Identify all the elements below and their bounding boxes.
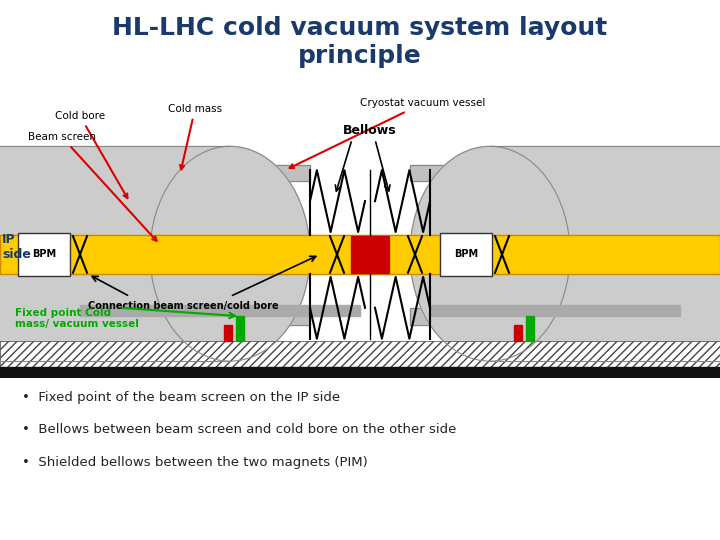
Bar xyxy=(410,308,720,325)
Text: IP
side: IP side xyxy=(2,233,31,261)
Bar xyxy=(526,316,534,341)
Bar xyxy=(0,235,720,274)
Text: Bellows: Bellows xyxy=(343,124,397,137)
Text: Vacuum , Surfaces & Coatings Group
Technology Department: Vacuum , Surfaces & Coatings Group Techn… xyxy=(86,510,241,529)
Text: HL-LHC cold vacuum system layout
principle: HL-LHC cold vacuum system layout princip… xyxy=(112,16,608,68)
Bar xyxy=(0,367,720,378)
Bar xyxy=(490,146,720,361)
Bar xyxy=(410,308,720,325)
Text: 31st January 2017: 31st January 2017 xyxy=(319,522,401,531)
Text: •  Bellows between beam screen and cold bore on the other side: • Bellows between beam screen and cold b… xyxy=(22,423,456,436)
Bar xyxy=(351,236,389,273)
Text: BINP visit at CERN: BINP visit at CERN xyxy=(86,494,180,502)
Bar xyxy=(430,305,680,316)
Text: •  Shielded bellows between the two magnets (PIM): • Shielded bellows between the two magne… xyxy=(22,456,367,469)
Text: C. Garion    10/13: C. Garion 10/13 xyxy=(604,522,684,531)
Text: Cryostat vacuum vessel: Cryostat vacuum vessel xyxy=(289,98,485,168)
Text: Fixed point Cold
mass/ vacuum vessel: Fixed point Cold mass/ vacuum vessel xyxy=(15,308,139,329)
Text: •  Fixed point of the beam screen on the IP side: • Fixed point of the beam screen on the … xyxy=(22,391,340,404)
Bar xyxy=(0,308,310,325)
Bar xyxy=(80,305,360,316)
Text: Cold mass: Cold mass xyxy=(168,104,222,170)
Bar xyxy=(236,316,244,341)
Bar xyxy=(0,165,310,181)
Bar xyxy=(0,341,720,367)
Bar xyxy=(18,233,70,275)
Bar xyxy=(0,235,720,274)
Text: CERN: CERN xyxy=(23,509,49,517)
Bar xyxy=(224,325,232,341)
Ellipse shape xyxy=(410,146,570,361)
Bar xyxy=(410,165,720,181)
Text: Connection beam screen/cold bore: Connection beam screen/cold bore xyxy=(88,301,279,311)
Text: Cold bore: Cold bore xyxy=(55,111,127,198)
Ellipse shape xyxy=(150,146,310,361)
Text: BPM: BPM xyxy=(32,249,56,259)
Bar xyxy=(0,146,230,361)
Bar xyxy=(0,308,310,325)
Bar xyxy=(440,233,492,275)
Bar xyxy=(410,165,720,181)
Bar xyxy=(514,325,522,341)
Text: Beam screen: Beam screen xyxy=(28,132,156,241)
Text: BPM: BPM xyxy=(454,249,478,259)
Bar xyxy=(0,165,310,181)
